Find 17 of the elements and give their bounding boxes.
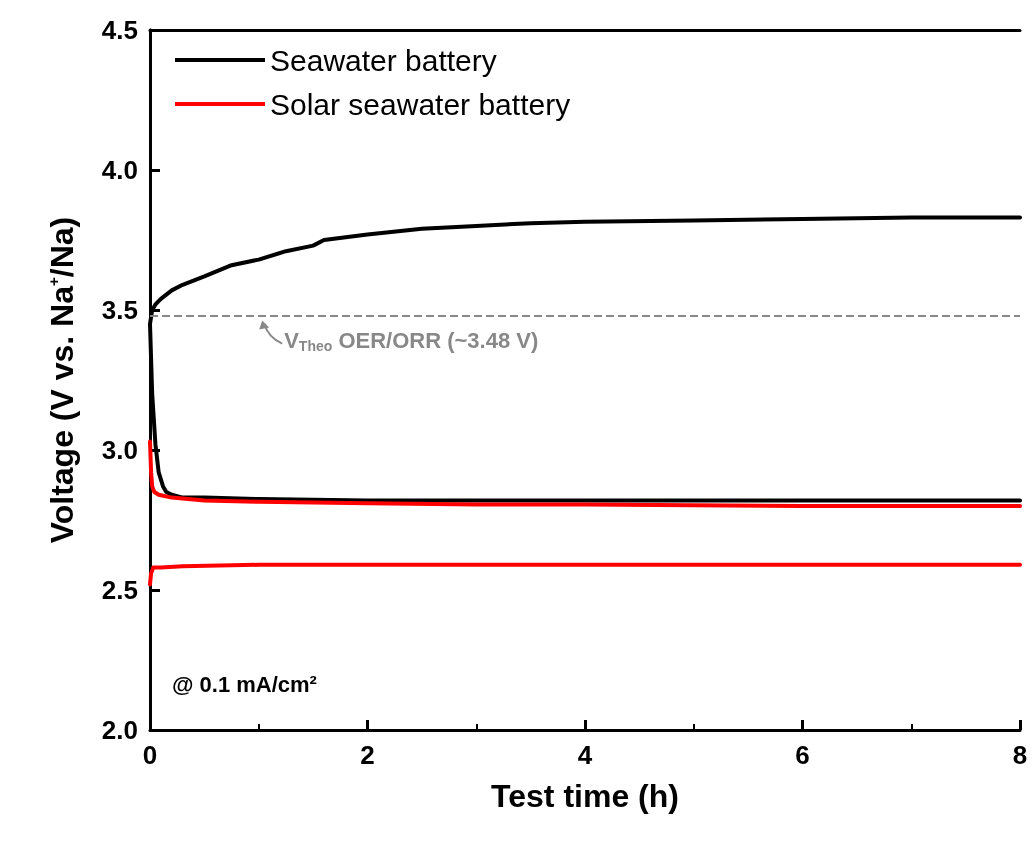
- y-tick-label: 4.5: [101, 15, 138, 45]
- x-tick-label: 8: [1012, 740, 1028, 770]
- x-tick-label: 0: [142, 740, 158, 770]
- y-tick-label: 4.0: [101, 155, 138, 185]
- x-tick-label: 2: [360, 740, 375, 770]
- annotation: @ 0.1 mA/cm²: [172, 671, 317, 697]
- x-tick-label: 4: [577, 740, 593, 770]
- legend-label: Solar seawater battery: [270, 87, 571, 121]
- y-tick-label: 2.5: [101, 575, 138, 605]
- y-tick-label: 2.0: [101, 715, 138, 745]
- x-axis-title: Test time (h): [491, 778, 679, 814]
- y-tick-label: 3.5: [101, 295, 138, 325]
- y-tick-label: 3.0: [101, 435, 138, 465]
- annotation: VTheo OER/ORR (~3.48 V): [284, 328, 539, 354]
- y-axis-title: Voltage (V vs. Na+/Na): [44, 216, 80, 544]
- x-tick-label: 6: [795, 740, 810, 770]
- legend-label: Seawater battery: [270, 43, 497, 77]
